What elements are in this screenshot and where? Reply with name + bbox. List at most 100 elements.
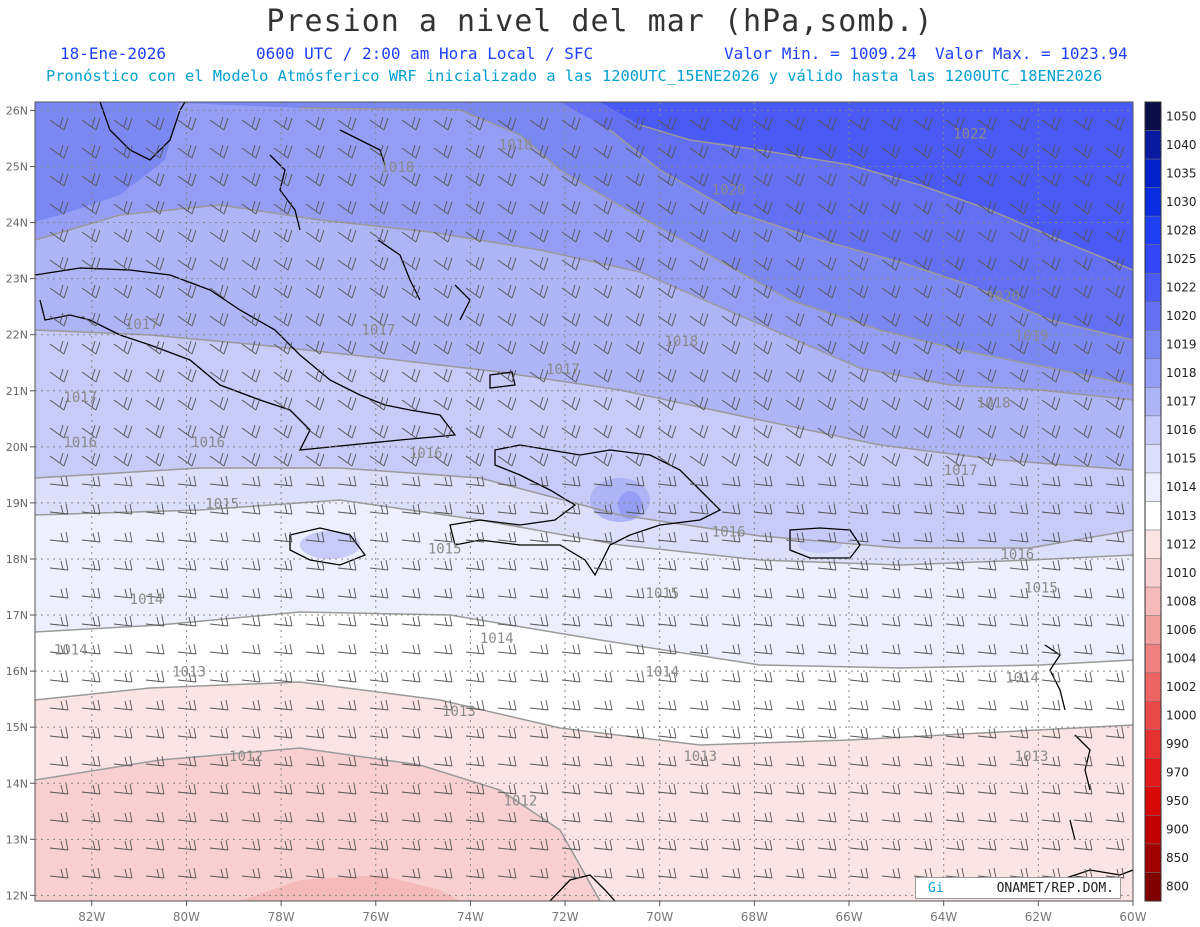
wind-barb xyxy=(561,671,581,683)
wind-barb xyxy=(657,755,677,767)
contour-label: 1012 xyxy=(229,749,263,765)
wind-barb xyxy=(753,452,773,467)
wind-barb xyxy=(561,396,581,411)
wind-barb xyxy=(561,368,581,383)
wind-barb xyxy=(465,783,485,795)
wind-barb xyxy=(657,144,677,159)
wind-barb xyxy=(49,727,69,739)
wind-barb xyxy=(1009,424,1029,439)
wind-barb xyxy=(977,368,997,383)
wind-barb xyxy=(273,755,293,767)
wind-barb xyxy=(1073,144,1093,159)
wind-barb xyxy=(1009,284,1029,299)
wind-barb xyxy=(433,503,453,515)
wind-barb xyxy=(497,368,517,383)
colorbar-swatch xyxy=(1144,558,1162,588)
colorbar-swatch xyxy=(1144,387,1162,417)
wind-barb xyxy=(721,452,741,467)
wind-barb xyxy=(913,559,933,571)
lat-label: 21N xyxy=(6,385,28,398)
wind-barb xyxy=(241,424,261,439)
wind-barb xyxy=(1041,727,1061,739)
wind-barb xyxy=(849,503,869,515)
wind-barb xyxy=(817,228,837,243)
wind-barb xyxy=(401,755,421,767)
wind-barb xyxy=(1073,284,1093,299)
wind-barb xyxy=(721,144,741,159)
wind-barb xyxy=(1105,839,1125,851)
wind-barb xyxy=(497,172,517,187)
colorbar-label: 1028 xyxy=(1166,223,1197,237)
wind-barb xyxy=(465,396,485,411)
contour-label: 1018 xyxy=(380,160,414,176)
wind-barb xyxy=(561,559,581,571)
wind-barb xyxy=(81,531,101,543)
wind-barb xyxy=(1105,284,1125,299)
wind-barb xyxy=(561,452,581,467)
wind-barb xyxy=(977,144,997,159)
wind-barb xyxy=(657,424,677,439)
wind-barb xyxy=(849,699,869,711)
lon-label: 78W xyxy=(268,910,295,924)
wind-barb xyxy=(561,144,581,159)
wind-barb xyxy=(945,452,965,467)
wind-barb xyxy=(401,396,421,411)
wind-barb xyxy=(817,172,837,187)
wind-barb xyxy=(817,396,837,411)
wind-barb xyxy=(721,284,741,299)
contour-label: 1013 xyxy=(172,665,206,681)
wind-barb xyxy=(721,312,741,327)
wind-barb xyxy=(401,284,421,299)
wind-barb xyxy=(753,368,773,383)
wind-barb xyxy=(241,452,261,467)
wind-barb xyxy=(81,340,101,355)
contour-label: 1015 xyxy=(205,497,239,513)
contour-label: 1018 xyxy=(977,396,1011,412)
wind-barb xyxy=(753,867,773,879)
wind-barb xyxy=(945,228,965,243)
wind-barb xyxy=(1105,312,1125,327)
wind-barb xyxy=(529,368,549,383)
wind-barb xyxy=(721,811,741,823)
wind-barb xyxy=(849,424,869,439)
wind-barb xyxy=(1073,811,1093,823)
wind-barb xyxy=(785,116,805,131)
wind-barb xyxy=(945,396,965,411)
colorbar-swatch xyxy=(1144,529,1162,559)
wind-barb xyxy=(689,783,709,795)
wind-barb xyxy=(1041,755,1061,767)
wind-barb xyxy=(177,284,197,299)
colorbar-label: 1018 xyxy=(1166,366,1197,380)
wind-barb xyxy=(1041,424,1061,439)
wind-barb xyxy=(593,452,613,467)
wind-barb xyxy=(881,284,901,299)
wind-barb xyxy=(1105,172,1125,187)
wind-barb xyxy=(337,867,357,879)
colorbar-swatch xyxy=(1144,130,1162,160)
wind-barb xyxy=(465,312,485,327)
wind-barb xyxy=(209,615,229,627)
wind-barb xyxy=(785,256,805,271)
wind-barb xyxy=(145,172,165,187)
wind-barb xyxy=(913,172,933,187)
wind-barb xyxy=(657,200,677,215)
colorbar-label: 900 xyxy=(1166,823,1189,837)
wind-barb xyxy=(721,200,741,215)
wind-barb xyxy=(81,671,101,683)
lon-label: 76W xyxy=(362,910,389,924)
wind-barb xyxy=(465,699,485,711)
wind-barb xyxy=(1105,755,1125,767)
wind-barb xyxy=(785,867,805,879)
wind-barb xyxy=(593,475,613,487)
wind-barb xyxy=(497,587,517,599)
colorbar-label: 1004 xyxy=(1166,651,1197,665)
wind-barb xyxy=(785,671,805,683)
wind-barb xyxy=(497,531,517,543)
wind-barb xyxy=(625,587,645,599)
wind-barb xyxy=(145,228,165,243)
wind-barb xyxy=(465,643,485,655)
wind-barb xyxy=(657,228,677,243)
wind-barb xyxy=(753,116,773,131)
wind-barb xyxy=(913,615,933,627)
wind-barb xyxy=(561,531,581,543)
